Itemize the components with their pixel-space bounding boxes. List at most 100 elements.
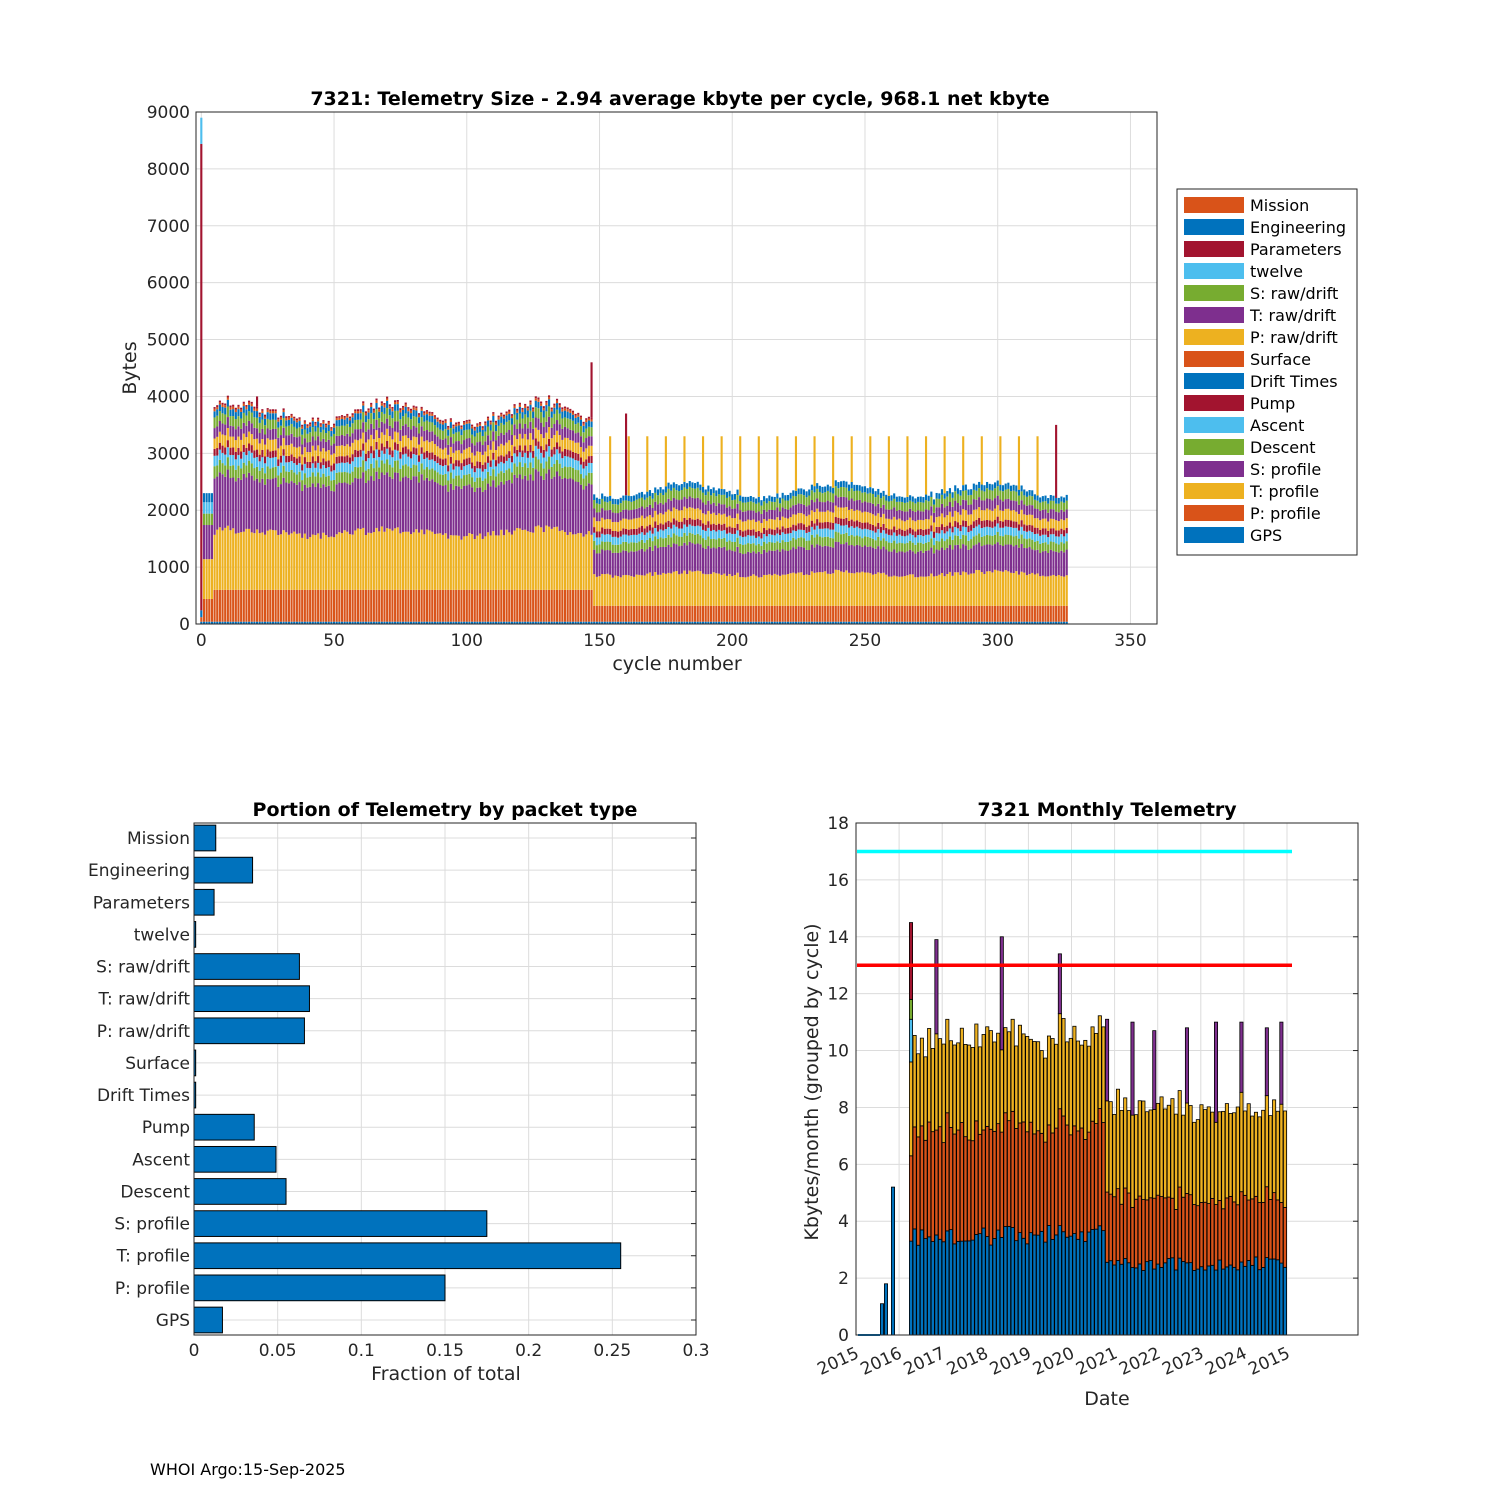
telemetry-bar-segment xyxy=(335,426,338,436)
telemetry-bar-segment xyxy=(640,532,644,540)
telemetry-bar-segment xyxy=(749,529,752,536)
telemetry-bar-segment xyxy=(932,512,936,523)
telemetry-bar-segment xyxy=(476,589,479,622)
telemetry-bar-segment xyxy=(922,529,925,537)
telemetry-bar-segment xyxy=(380,432,383,444)
telemetry-bar-segment xyxy=(999,527,1002,536)
telemetry-bar-segment xyxy=(951,526,954,533)
telemetry-bar-segment xyxy=(237,426,240,437)
monthly-bar-segment xyxy=(1115,1088,1120,1190)
monthly-bar-segment xyxy=(1283,1266,1288,1336)
telemetry-bar-segment xyxy=(980,621,983,624)
telemetry-bar-segment xyxy=(221,406,224,414)
telemetry-bar-segment xyxy=(428,589,431,622)
telemetry-size-ylabel: Bytes xyxy=(119,341,141,394)
telemetry-bar-segment xyxy=(898,542,901,552)
telemetry-bar-segment xyxy=(258,414,261,417)
telemetry-bar-segment xyxy=(261,410,264,414)
telemetry-bar-segment xyxy=(476,535,479,590)
telemetry-bar-segment xyxy=(261,438,264,450)
telemetry-bar-segment xyxy=(370,533,373,590)
telemetry-bar-segment xyxy=(736,503,739,514)
telemetry-bar-segment xyxy=(396,589,399,622)
telemetry-bar-segment xyxy=(834,569,837,606)
telemetry-bar-segment xyxy=(253,621,256,624)
telemetry-bar-segment xyxy=(548,438,551,447)
telemetry-bar-segment xyxy=(797,513,800,524)
telemetry-bar-segment xyxy=(253,589,256,622)
telemetry-bar-segment xyxy=(901,551,904,577)
telemetry-bar-segment xyxy=(935,526,938,533)
telemetry-bar-segment xyxy=(375,402,378,410)
telemetry-bar-segment xyxy=(930,621,933,624)
telemetry-bar-segment xyxy=(728,515,731,527)
telemetry-bar-segment xyxy=(317,436,320,446)
telemetry-bar-segment xyxy=(303,421,306,424)
monthly-bar-segment xyxy=(1105,1100,1110,1193)
monthly-bar-segment xyxy=(1065,1041,1070,1126)
telemetry-bar-segment xyxy=(1049,605,1052,622)
telemetry-bar-segment xyxy=(285,471,288,483)
telemetry-bar-segment xyxy=(510,424,513,435)
telemetry-bar-segment xyxy=(516,419,519,430)
telemetry-bar-segment xyxy=(545,473,548,526)
legend-entry: Descent xyxy=(1250,438,1316,457)
telemetry-bar-segment xyxy=(996,480,999,487)
telemetry-bar-segment xyxy=(253,417,256,428)
telemetry-bar-segment xyxy=(224,621,227,624)
telemetry-bar-segment xyxy=(765,520,768,531)
telemetry-bar-segment xyxy=(579,436,582,448)
telemetry-bar-segment xyxy=(778,621,782,624)
monthly-bar-segment xyxy=(1086,1045,1091,1133)
telemetry-bar-segment xyxy=(449,589,452,622)
telemetry-bar-segment xyxy=(330,536,333,590)
monthly-bar-segment xyxy=(988,1128,993,1246)
telemetry-bar-segment xyxy=(924,534,928,543)
telemetry-bar-segment xyxy=(986,481,989,489)
telemetry-bar-segment xyxy=(1065,509,1068,519)
telemetry-bar-segment xyxy=(346,621,349,624)
telemetry-bar-segment xyxy=(747,535,750,544)
telemetry-bar-segment xyxy=(821,522,824,529)
telemetry-bar-segment xyxy=(484,621,487,624)
telemetry-bar-segment xyxy=(810,544,813,572)
telemetry-bar-segment xyxy=(646,605,649,622)
telemetry-bar-segment xyxy=(330,589,333,622)
telemetry-bar-segment xyxy=(311,621,314,624)
telemetry-bar-segment xyxy=(250,434,253,446)
telemetry-bar-segment xyxy=(303,484,306,534)
telemetry-bar-segment xyxy=(548,469,551,527)
telemetry-bar-segment xyxy=(691,497,694,508)
telemetry-bar-segment xyxy=(640,548,644,576)
telemetry-bar-segment xyxy=(303,429,306,439)
telemetry-bar-segment xyxy=(943,605,946,622)
telemetry-bar-segment xyxy=(741,577,744,606)
telemetry-bar-segment xyxy=(765,511,768,521)
telemetry-bar-segment xyxy=(242,433,245,445)
telemetry-bar-segment xyxy=(1028,524,1031,531)
telemetry-bar-segment xyxy=(319,538,322,590)
telemetry-bar-segment xyxy=(701,538,705,548)
telemetry-bar-segment xyxy=(733,518,736,528)
telemetry-bar-segment xyxy=(263,418,267,426)
telemetry-bar-segment xyxy=(415,427,418,438)
telemetry-bar-segment xyxy=(930,605,933,622)
telemetry-bar-segment xyxy=(731,518,734,528)
telemetry-bar-segment xyxy=(364,411,367,413)
telemetry-bar-segment xyxy=(603,621,606,624)
telemetry-bar-segment xyxy=(232,447,235,456)
telemetry-bar-segment xyxy=(505,411,508,414)
telemetry-bar-segment xyxy=(707,491,710,501)
telemetry-bar-segment xyxy=(234,621,237,624)
telemetry-bar-segment xyxy=(585,422,588,429)
telemetry-bar-segment xyxy=(786,621,790,624)
telemetry-bar-segment xyxy=(858,510,861,522)
telemetry-bar-segment xyxy=(330,490,333,537)
telemetry-bar-segment xyxy=(624,621,628,624)
telemetry-bar-segment xyxy=(473,465,476,473)
telemetry-bar-segment xyxy=(683,506,686,518)
telemetry-bar-segment xyxy=(277,475,280,487)
telemetry-bar-segment xyxy=(553,447,556,455)
monthly-bar-segment xyxy=(1217,1200,1222,1261)
telemetry-bar-segment xyxy=(932,576,936,606)
